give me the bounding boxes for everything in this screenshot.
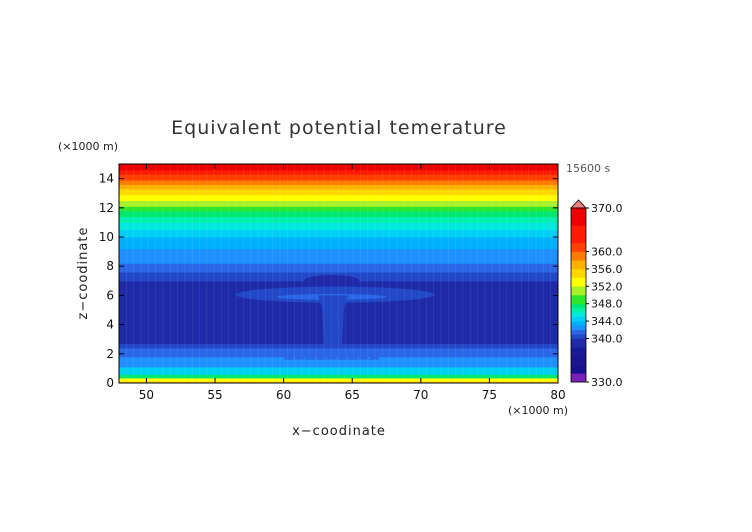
y-tick-label: 0	[106, 376, 114, 390]
x-tick-label: 50	[139, 388, 154, 402]
y-axis-label: z−coodinate	[76, 227, 91, 320]
low-level-plume	[326, 349, 337, 360]
colorbar-level	[571, 295, 586, 304]
low-level-plume	[283, 353, 294, 360]
colorbar-level	[571, 251, 586, 261]
x-axis: 50 55 60 65 70 75 80	[139, 164, 566, 402]
colorbar-label: 352.0	[591, 280, 623, 293]
colorbar-level	[571, 312, 586, 318]
contour-band	[119, 194, 558, 201]
contour-band	[119, 374, 558, 379]
contour-band	[119, 229, 558, 238]
contour-band	[119, 377, 558, 382]
colorbar-level	[571, 268, 586, 278]
low-level-plume	[315, 349, 326, 360]
colorbar: 370.0 360.0 356.0 352.0 348.0 344.0 340.0 330.0	[570, 199, 623, 389]
colorbar-level	[571, 316, 586, 322]
colorbar-level	[571, 329, 586, 335]
contour-band	[119, 164, 558, 171]
x-axis-unit: (×1000 m)	[508, 404, 568, 417]
y-tick-label: 12	[99, 201, 114, 215]
contour-band	[119, 248, 558, 264]
x-tick-label: 60	[276, 388, 291, 402]
colorbar-level	[571, 321, 586, 326]
low-level-plume	[369, 353, 380, 360]
x-tick-label: 70	[413, 388, 428, 402]
colorbar-level	[571, 364, 586, 374]
contour-band	[119, 184, 558, 190]
colorbar-level	[571, 277, 586, 287]
x-tick-label: 80	[550, 388, 565, 402]
contour-band	[119, 210, 558, 218]
cloud-top-feature	[304, 274, 360, 287]
colorbar-label: 360.0	[591, 246, 623, 259]
plot-frame	[118, 163, 559, 384]
contour-band	[119, 174, 558, 181]
x-tick-label: 65	[345, 388, 360, 402]
colorbar-level	[571, 208, 586, 226]
y-tick-label: 14	[99, 172, 114, 186]
colorbar-level	[571, 334, 586, 339]
contour-band	[119, 206, 558, 212]
contour-band	[119, 216, 558, 223]
y-tick-label: 6	[106, 288, 114, 302]
contour-band	[119, 347, 558, 358]
updraft-column-feature	[318, 295, 348, 347]
colorbar-level	[571, 308, 586, 313]
colorbar-level	[571, 325, 586, 331]
y-tick-label: 2	[106, 347, 114, 361]
low-level-plume	[294, 351, 305, 360]
x-axis-label: x−coodinate	[292, 424, 386, 439]
contour-band	[119, 188, 558, 196]
colorbar-level	[571, 303, 586, 309]
colorbar-level	[571, 373, 586, 383]
contour-band	[119, 366, 558, 375]
colorbar-level	[571, 338, 586, 348]
y-axis-unit: (×1000 m)	[58, 140, 118, 153]
colorbar-level	[571, 286, 586, 296]
low-level-plume	[358, 351, 369, 360]
contour-band	[119, 200, 558, 207]
contour-band	[119, 380, 558, 384]
low-level-plume	[347, 350, 358, 360]
contour-band	[119, 237, 558, 250]
colorbar-label: 356.0	[591, 263, 623, 276]
contour-band	[119, 263, 558, 273]
contour-band	[119, 180, 558, 185]
chart-title: Equivalent potential temerature	[171, 117, 507, 139]
colorbar-label: 344.0	[591, 315, 623, 328]
colorbar-level	[571, 347, 586, 357]
colorbar-level	[571, 225, 586, 244]
y-tick-label: 10	[99, 230, 114, 244]
y-axis: 0 2 4 6 8 10 12 14	[99, 172, 558, 390]
colorbar-level	[571, 260, 586, 270]
contour-band	[119, 169, 558, 175]
colorbar-frame	[570, 207, 587, 383]
colorbar-label: 340.0	[591, 333, 623, 346]
colorbar-label: 330.0	[591, 376, 623, 389]
low-level-plume	[337, 349, 348, 360]
y-tick-label: 4	[106, 318, 114, 332]
contour-band	[119, 356, 558, 368]
low-level-plume	[305, 350, 316, 360]
y-tick-label: 8	[106, 259, 114, 273]
x-tick-label: 55	[207, 388, 222, 402]
time-label: 15600 s	[566, 162, 610, 175]
colorbar-label: 370.0	[591, 202, 623, 215]
contour-band	[119, 222, 558, 231]
colorbar-label: 348.0	[591, 298, 623, 311]
plot-area	[118, 163, 559, 384]
colorbar-level	[571, 242, 586, 252]
x-tick-label: 75	[482, 388, 497, 402]
colorbar-level	[571, 355, 586, 365]
colorbar-extend-arrow	[570, 199, 587, 209]
